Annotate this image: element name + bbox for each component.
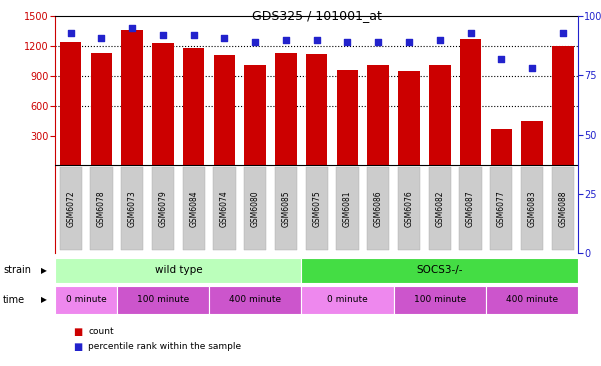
Bar: [490, 128, 512, 165]
Text: GSM6078: GSM6078: [97, 191, 106, 227]
Text: 100 minute: 100 minute: [413, 295, 466, 304]
Bar: [183, 48, 204, 165]
Bar: [121, 30, 143, 165]
Text: wild type: wild type: [154, 265, 202, 276]
Bar: [486, 286, 578, 314]
Text: percentile rank within the sample: percentile rank within the sample: [88, 342, 242, 351]
Text: ■: ■: [73, 341, 82, 352]
Text: GSM6080: GSM6080: [251, 191, 260, 227]
Bar: [552, 46, 573, 165]
Bar: [394, 286, 486, 314]
Bar: [460, 39, 481, 165]
Bar: [398, 71, 419, 165]
Point: [466, 30, 475, 36]
Point: [97, 35, 106, 41]
Bar: [209, 286, 301, 314]
FancyBboxPatch shape: [552, 167, 574, 250]
FancyBboxPatch shape: [121, 167, 143, 250]
Bar: [91, 53, 112, 165]
Bar: [214, 55, 235, 165]
Text: time: time: [3, 295, 25, 305]
Text: ▶: ▶: [41, 266, 47, 275]
Text: GSM6085: GSM6085: [281, 191, 290, 227]
Point: [343, 40, 352, 45]
Text: SOCS3-/-: SOCS3-/-: [416, 265, 463, 276]
Text: GSM6076: GSM6076: [404, 191, 413, 227]
Bar: [60, 42, 81, 165]
Text: GSM6081: GSM6081: [343, 191, 352, 227]
Point: [496, 56, 506, 62]
FancyBboxPatch shape: [152, 167, 174, 250]
Bar: [306, 54, 328, 165]
Text: GSM6082: GSM6082: [435, 191, 444, 227]
Point: [281, 37, 291, 43]
FancyBboxPatch shape: [398, 167, 420, 250]
FancyBboxPatch shape: [306, 167, 328, 250]
Text: GSM6087: GSM6087: [466, 191, 475, 227]
FancyBboxPatch shape: [367, 167, 389, 250]
Text: GDS325 / 101001_at: GDS325 / 101001_at: [252, 9, 382, 22]
Bar: [152, 43, 174, 165]
Bar: [367, 65, 389, 165]
Point: [251, 40, 260, 45]
FancyBboxPatch shape: [459, 167, 481, 250]
Text: 400 minute: 400 minute: [229, 295, 281, 304]
FancyBboxPatch shape: [429, 167, 451, 250]
Text: 0 minute: 0 minute: [327, 295, 368, 304]
Bar: [301, 286, 394, 314]
Point: [66, 30, 76, 36]
Point: [189, 33, 198, 38]
Point: [435, 37, 445, 43]
Text: GSM6075: GSM6075: [313, 191, 321, 227]
Point: [158, 33, 168, 38]
Text: 400 minute: 400 minute: [506, 295, 558, 304]
Text: GSM6083: GSM6083: [528, 191, 537, 227]
Point: [373, 40, 383, 45]
Bar: [117, 286, 209, 314]
Text: count: count: [88, 328, 114, 336]
FancyBboxPatch shape: [244, 167, 266, 250]
Text: GSM6086: GSM6086: [374, 191, 383, 227]
Text: GSM6074: GSM6074: [220, 191, 229, 227]
FancyBboxPatch shape: [490, 167, 512, 250]
FancyBboxPatch shape: [275, 167, 297, 250]
Text: ■: ■: [73, 327, 82, 337]
Text: GSM6073: GSM6073: [127, 191, 136, 227]
Bar: [429, 65, 451, 165]
Bar: [301, 258, 578, 283]
Text: GSM6072: GSM6072: [66, 191, 75, 227]
FancyBboxPatch shape: [337, 167, 359, 250]
Bar: [55, 286, 117, 314]
FancyBboxPatch shape: [90, 167, 112, 250]
Bar: [521, 121, 543, 165]
FancyBboxPatch shape: [183, 167, 205, 250]
Text: GSM6084: GSM6084: [189, 191, 198, 227]
Point: [558, 30, 567, 36]
Text: 100 minute: 100 minute: [137, 295, 189, 304]
Point: [527, 66, 537, 71]
Bar: [275, 53, 297, 165]
Bar: [55, 258, 301, 283]
FancyBboxPatch shape: [59, 167, 82, 250]
Text: strain: strain: [3, 265, 31, 276]
Point: [404, 40, 414, 45]
Text: 0 minute: 0 minute: [66, 295, 106, 304]
Text: GSM6088: GSM6088: [558, 191, 567, 227]
Bar: [337, 70, 358, 165]
Point: [312, 37, 322, 43]
Text: ▶: ▶: [41, 295, 47, 304]
FancyBboxPatch shape: [521, 167, 543, 250]
Bar: [245, 65, 266, 165]
Text: GSM6079: GSM6079: [159, 191, 168, 227]
FancyBboxPatch shape: [213, 167, 236, 250]
Text: GSM6077: GSM6077: [497, 191, 506, 227]
Point: [127, 25, 137, 31]
Point: [219, 35, 229, 41]
